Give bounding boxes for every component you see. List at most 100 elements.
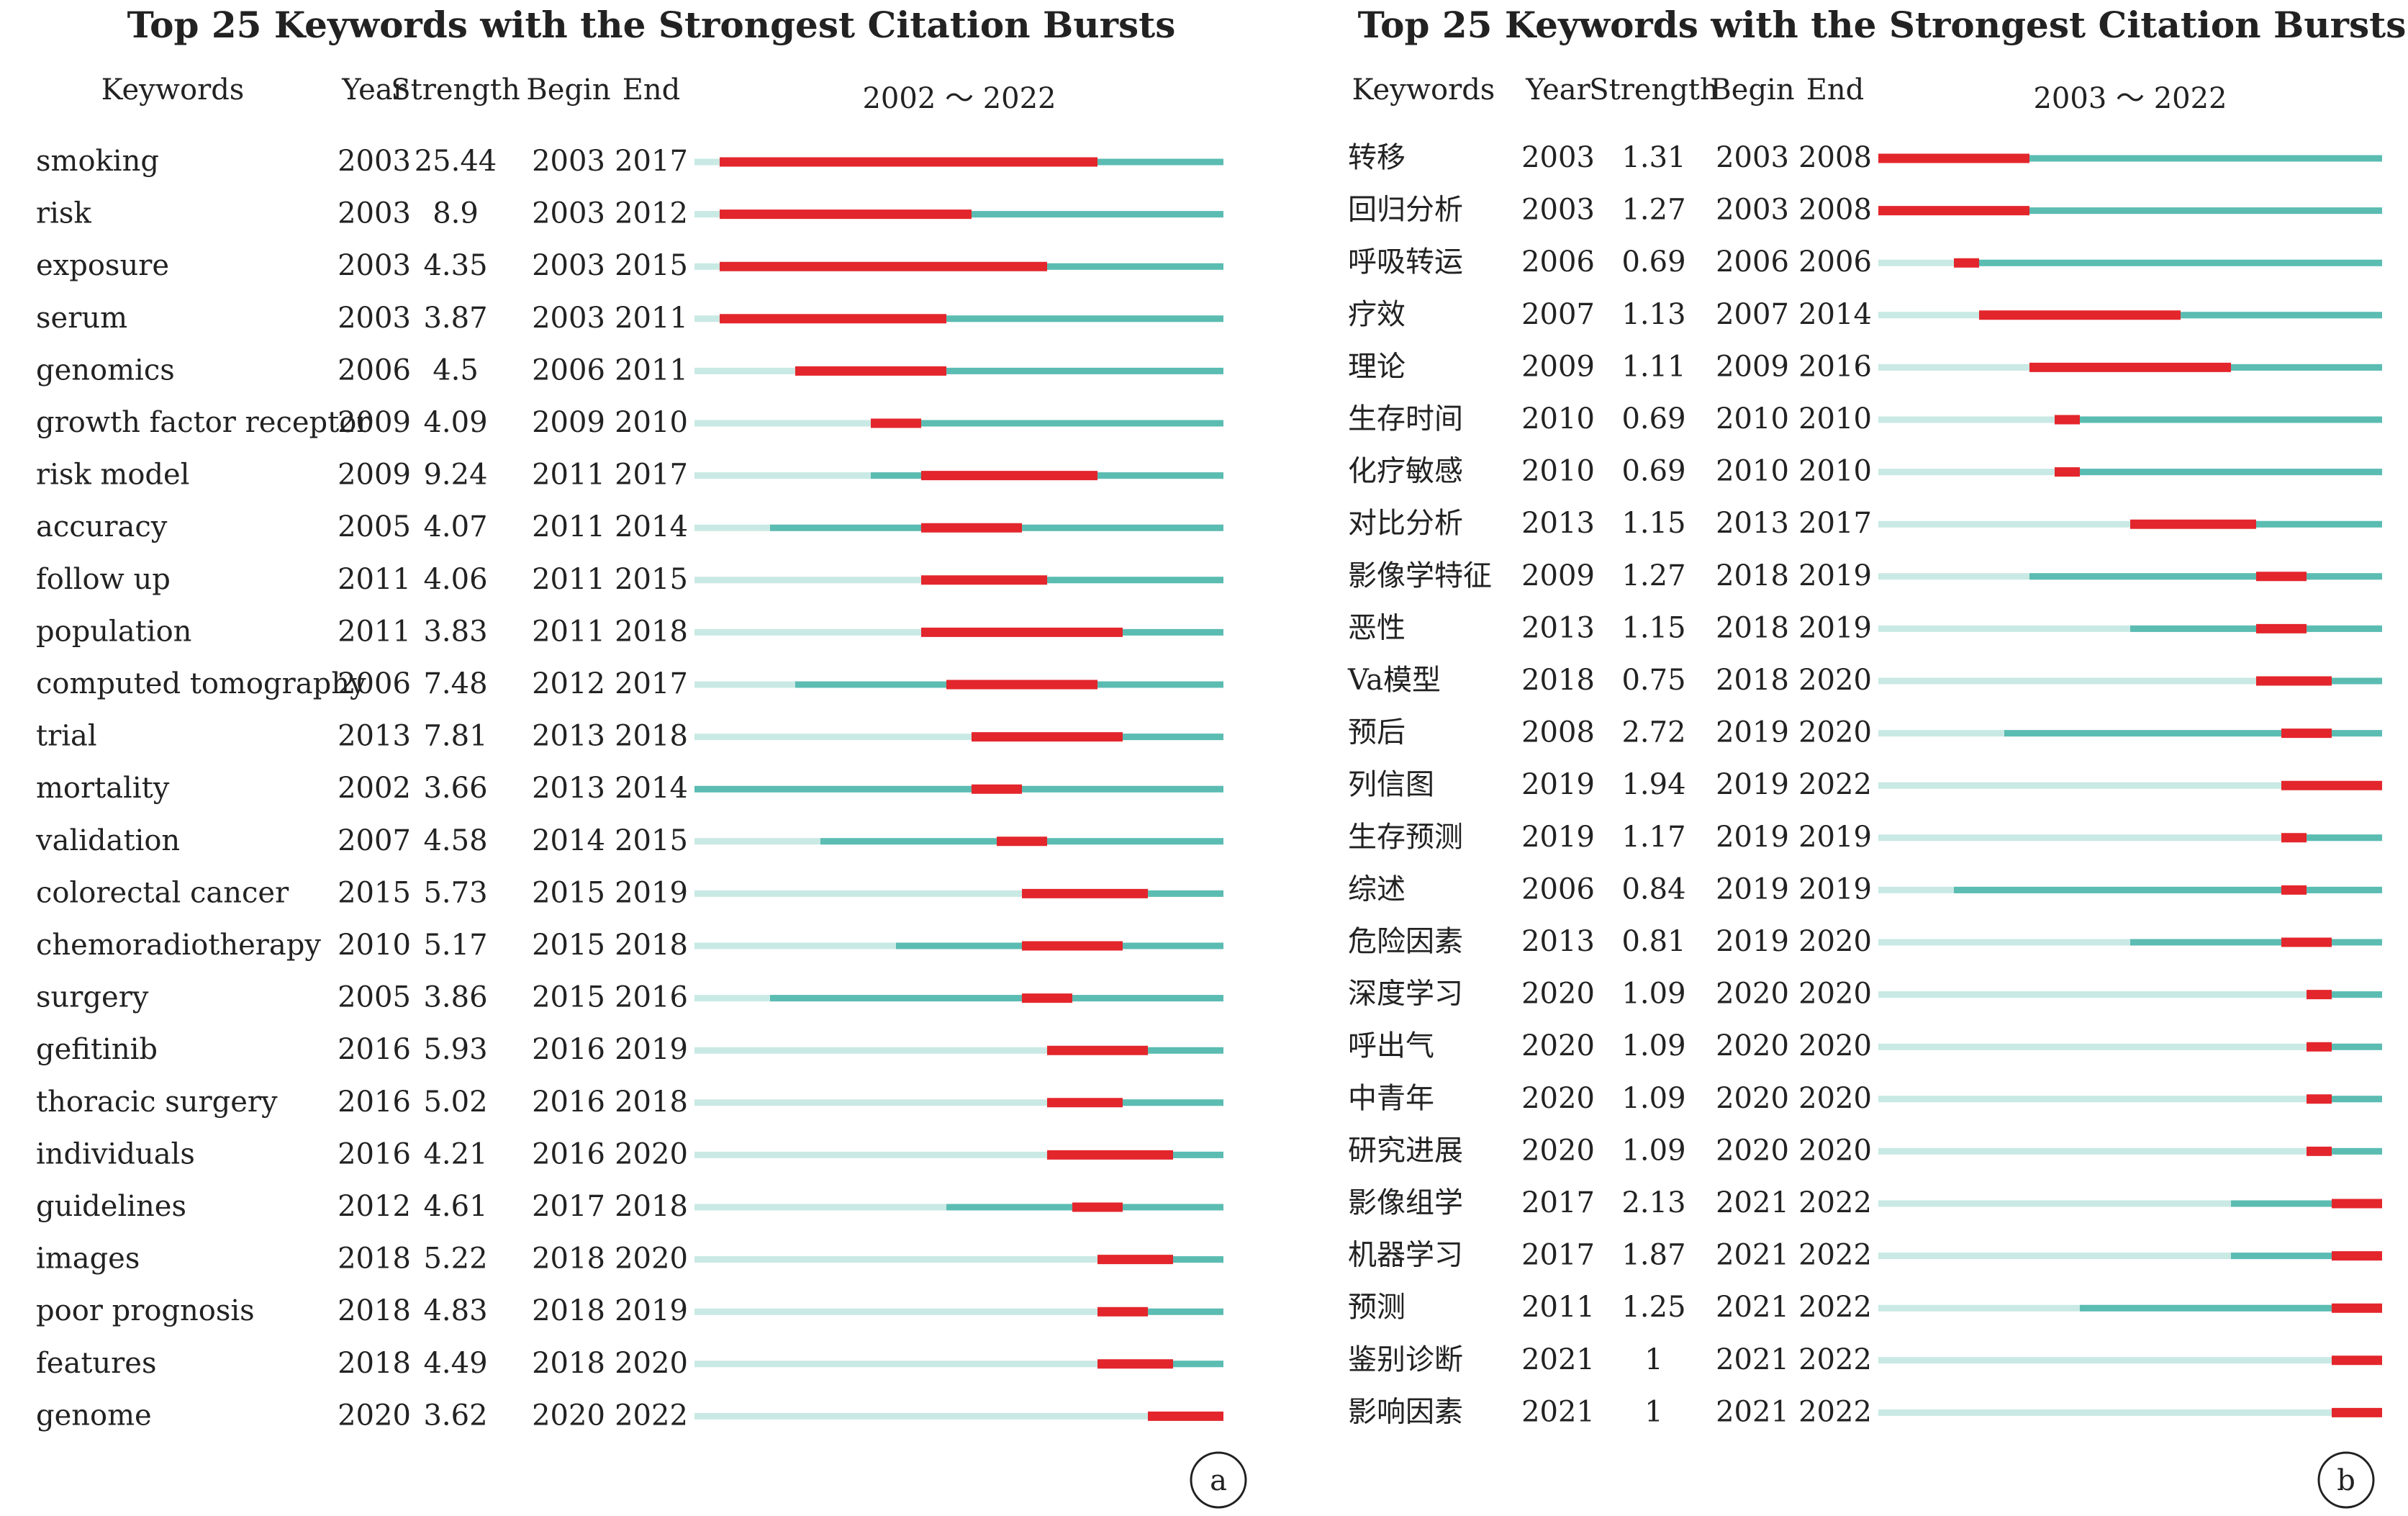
- keyword-label: poor prognosis: [36, 1294, 255, 1327]
- table-row: surgery 2005 3.86 2015 2016: [36, 981, 1223, 1014]
- end-value: 2022: [615, 1399, 688, 1432]
- end-value: 2020: [615, 1137, 688, 1170]
- begin-value: 2019: [1716, 716, 1789, 749]
- table-row: mortality 2002 3.66 2013 2014: [36, 772, 1223, 805]
- begin-value: 2020: [1716, 1082, 1789, 1115]
- table-row: 影像组学 2017 2.13 2021 2022: [1348, 1186, 2382, 1219]
- table-row: 化疗敏感 2010 0.69 2010 2010: [1348, 455, 2382, 488]
- begin-value: 2016: [532, 1033, 605, 1066]
- table-row: accuracy 2005 4.07 2011 2014: [36, 510, 1223, 543]
- strength-value: 4.21: [423, 1137, 487, 1170]
- begin-value: 2021: [1716, 1343, 1789, 1376]
- table-row: 转移 2003 1.31 2003 2008: [1348, 141, 2382, 174]
- keyword-label: mortality: [36, 772, 170, 805]
- year-value: 2003: [1521, 194, 1595, 227]
- keyword-label: chemoradiotherapy: [36, 929, 321, 962]
- begin-value: 2010: [1716, 402, 1789, 436]
- keyword-label: colorectal cancer: [36, 876, 289, 909]
- keyword-label: 预后: [1348, 716, 1406, 749]
- strength-value: 1.87: [1621, 1239, 1685, 1272]
- begin-value: 2013: [532, 772, 605, 805]
- year-value: 2009: [338, 406, 411, 439]
- keyword-label: 鉴别诊断: [1348, 1343, 1463, 1376]
- end-value: 2015: [615, 249, 688, 282]
- table-row: gefitinib 2016 5.93 2016 2019: [36, 1033, 1223, 1066]
- begin-value: 2018: [1716, 611, 1789, 644]
- keyword-label: population: [36, 615, 191, 648]
- begin-value: 2011: [532, 563, 605, 596]
- year-value: 2005: [338, 981, 411, 1014]
- strength-value: 0.75: [1621, 664, 1685, 697]
- keyword-label: 回归分析: [1348, 194, 1463, 227]
- table-row: 生存预测 2019 1.17 2019 2019: [1348, 821, 2382, 854]
- keyword-label: 呼出气: [1348, 1029, 1434, 1062]
- header-end: End: [623, 73, 681, 107]
- strength-value: 25.44: [415, 145, 497, 178]
- end-value: 2018: [615, 1190, 688, 1223]
- table-row: 恶性 2013 1.15 2018 2019: [1348, 611, 2382, 644]
- keyword-label: smoking: [36, 145, 159, 178]
- keyword-label: 中青年: [1348, 1082, 1434, 1115]
- end-value: 2018: [615, 929, 688, 962]
- keyword-label: surgery: [36, 981, 149, 1014]
- keyword-label: 影响因素: [1348, 1395, 1463, 1428]
- keyword-label: computed tomography: [36, 667, 366, 700]
- strength-value: 0.84: [1621, 872, 1685, 906]
- keyword-label: images: [36, 1242, 140, 1276]
- keyword-label: serum: [36, 302, 127, 335]
- year-value: 2011: [1521, 1291, 1595, 1324]
- panel-label-circle: [2317, 1451, 2375, 1509]
- year-value: 2017: [1521, 1239, 1595, 1272]
- table-row: serum 2003 3.87 2003 2011: [36, 302, 1223, 335]
- end-value: 2019: [1798, 559, 1872, 592]
- panel-title: Top 25 Keywords with the Strongest Citat…: [1358, 4, 2407, 46]
- year-value: 2020: [1521, 1134, 1595, 1167]
- keyword-label: features: [36, 1347, 156, 1380]
- strength-value: 0.69: [1621, 245, 1685, 279]
- year-value: 2021: [1521, 1343, 1595, 1376]
- keyword-label: 化疗敏感: [1348, 455, 1463, 488]
- strength-value: 8.9: [433, 197, 479, 230]
- year-value: 2007: [338, 824, 411, 857]
- begin-value: 2020: [1716, 978, 1789, 1011]
- table-row: smoking 2003 25.44 2003 2017: [36, 145, 1223, 178]
- keyword-label: 预测: [1348, 1291, 1406, 1324]
- end-value: 2018: [615, 1086, 688, 1119]
- header-strength: Strength: [391, 73, 520, 107]
- end-value: 2011: [615, 302, 688, 335]
- strength-value: 3.62: [423, 1399, 487, 1432]
- year-value: 2010: [1521, 402, 1595, 436]
- end-value: 2020: [1798, 1082, 1872, 1115]
- keyword-label: 危险因素: [1348, 925, 1463, 958]
- begin-value: 2015: [532, 981, 605, 1014]
- strength-value: 3.87: [423, 302, 487, 335]
- year-value: 2021: [1521, 1395, 1595, 1428]
- begin-value: 2015: [532, 929, 605, 962]
- timeline-range-label: 2002 ～ 2022: [862, 82, 1056, 115]
- year-value: 2009: [338, 459, 411, 492]
- year-value: 2006: [338, 667, 411, 700]
- keyword-label: 生存预测: [1348, 821, 1463, 854]
- strength-value: 9.24: [423, 459, 487, 492]
- header-keywords: Keywords: [101, 73, 245, 107]
- panel-title: Top 25 Keywords with the Strongest Citat…: [127, 4, 1176, 46]
- begin-value: 2019: [1716, 768, 1789, 801]
- begin-value: 2013: [1716, 507, 1789, 540]
- end-value: 2019: [615, 1033, 688, 1066]
- panel-label-circle: [1190, 1451, 1247, 1509]
- year-value: 2019: [1521, 821, 1595, 854]
- table-row: chemoradiotherapy 2010 5.17 2015 2018: [36, 929, 1223, 962]
- begin-value: 2018: [1716, 559, 1789, 592]
- year-value: 2003: [338, 197, 411, 230]
- table-row: 影响因素 2021 1 2021 2022: [1348, 1395, 2382, 1428]
- header-begin: Begin: [1710, 73, 1794, 107]
- strength-value: 0.69: [1621, 455, 1685, 488]
- strength-value: 4.49: [423, 1347, 487, 1380]
- begin-value: 2012: [532, 667, 605, 700]
- strength-value: 1: [1644, 1343, 1662, 1376]
- year-value: 2009: [1521, 559, 1595, 592]
- table-row: population 2011 3.83 2011 2018: [36, 615, 1223, 648]
- end-value: 2020: [1798, 1134, 1872, 1167]
